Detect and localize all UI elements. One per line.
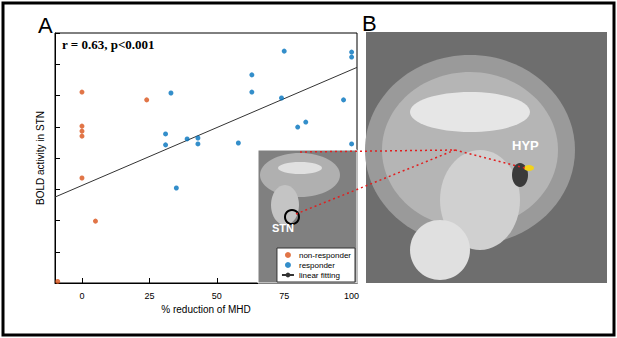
svg-text:HYP: HYP bbox=[512, 138, 539, 153]
svg-text:50: 50 bbox=[212, 291, 222, 301]
svg-text:A: A bbox=[38, 13, 53, 38]
svg-text:non-responder: non-responder bbox=[299, 251, 351, 260]
svg-text:% reduction of MHD: % reduction of MHD bbox=[161, 304, 250, 315]
svg-text:B: B bbox=[362, 11, 377, 36]
svg-text:100: 100 bbox=[344, 291, 359, 301]
svg-text:BOLD activity in STN: BOLD activity in STN bbox=[35, 111, 46, 205]
svg-text:linear fitting: linear fitting bbox=[299, 271, 340, 280]
svg-text:r = 0.63, p<0.001: r = 0.63, p<0.001 bbox=[62, 37, 155, 52]
svg-text:STN: STN bbox=[272, 222, 294, 234]
svg-text:25: 25 bbox=[144, 291, 154, 301]
svg-text:75: 75 bbox=[279, 291, 289, 301]
svg-text:responder: responder bbox=[299, 261, 335, 270]
svg-text:0: 0 bbox=[79, 291, 84, 301]
